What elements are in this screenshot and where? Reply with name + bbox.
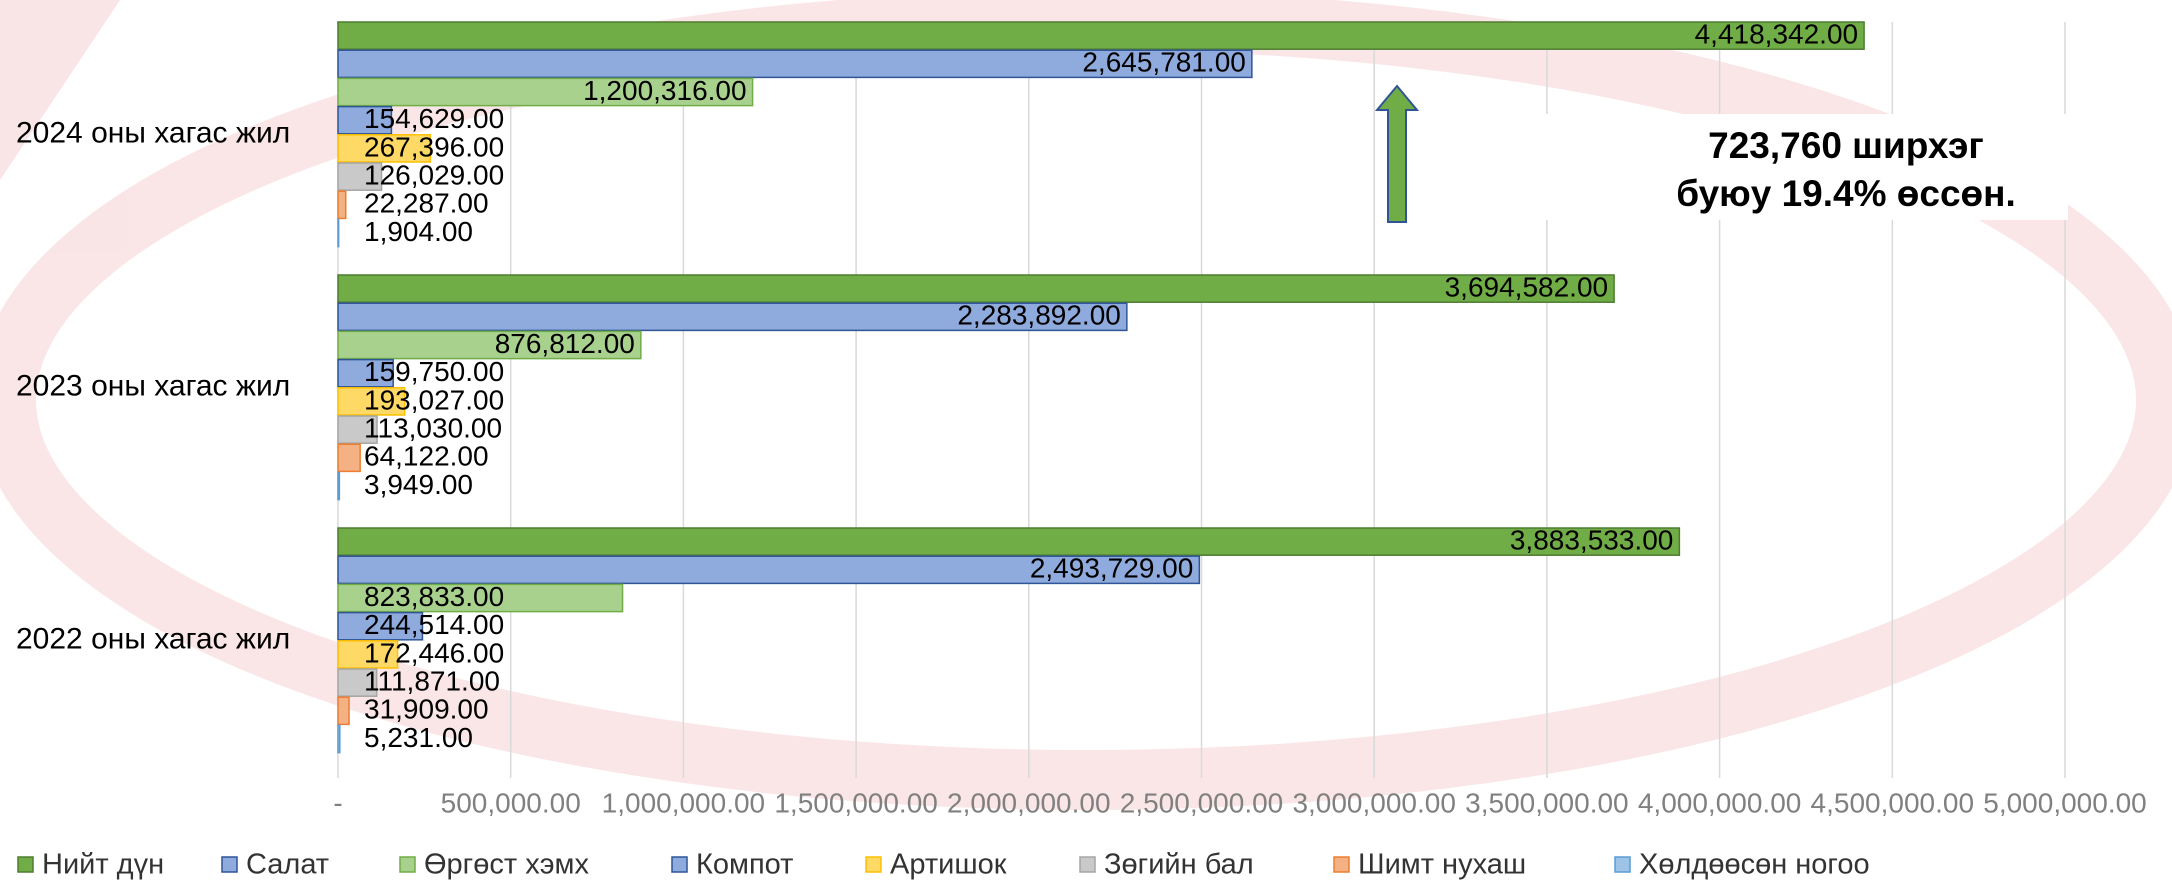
bar [337,471,341,501]
legend-swatch [221,856,238,873]
bar [337,190,347,220]
bar [337,527,1681,556]
x-tick-label: 5,000,000.00 [1983,787,2147,818]
bar [337,330,642,360]
data-label: 3,949.00 [364,469,473,500]
legend-swatch [399,856,416,873]
bar [337,49,1253,79]
bar [337,640,399,669]
bar [337,443,361,473]
data-label: 1,904.00 [364,216,473,247]
legend-swatch [865,856,882,873]
data-label: 2,283,892.00 [957,300,1121,331]
arrow [1374,84,1420,223]
x-tick-label: 1,500,000.00 [774,787,938,818]
x-tick-label: 500,000.00 [441,787,581,818]
bar [337,21,1865,50]
bar [337,583,624,613]
data-label: 159,750.00 [364,356,504,387]
bar [337,77,754,107]
bar [337,668,378,697]
data-label: 113,030.00 [364,412,502,443]
x-tick-label: 4,000,000.00 [1638,787,1802,818]
legend-label: Зөгийн бал [1104,849,1254,880]
legend-label: Өргөст хэмх [424,849,589,880]
data-label: 31,909.00 [364,694,489,725]
data-label: 111,871.00 [364,665,500,696]
data-label: 2,493,729.00 [1030,553,1194,584]
bar [337,105,393,135]
legend-swatch [1079,856,1096,873]
bars: 2024 оны хагас жил 4,418,342.00 2,645,781.… [16,18,1870,880]
bar [337,724,341,754]
legend-swatch [1614,856,1631,873]
data-label: 876,812.00 [495,328,635,359]
y-tick-label: 2024 оны хагас жил [16,117,290,150]
data-label: 126,029.00 [364,159,504,190]
bar [337,555,1201,585]
data-label: 3,694,582.00 [1445,271,1609,302]
bar [337,302,1128,332]
bar [337,415,378,444]
annotation-line: 723,760 ширхэг [1708,125,1984,166]
bar [337,134,432,163]
bar [337,218,340,248]
data-label: 193,027.00 [364,384,504,415]
legend-swatch [1333,856,1350,873]
data-label: 4,418,342.00 [1695,18,1859,49]
data-label: 2,645,781.00 [1082,47,1246,78]
legend-label: Нийт дүн [42,849,164,880]
bar [337,358,394,388]
watermark [0,0,2172,810]
bar [337,387,406,416]
data-label: 267,396.00 [364,131,504,162]
legend-label: Компот [696,849,793,880]
data-label: 22,287.00 [364,188,489,219]
bar [337,611,424,641]
legend-label: Салат [246,849,329,880]
data-label: 244,514.00 [364,609,504,640]
y-tick-label: 2023 оны хагас жил [16,370,290,403]
data-label: 64,122.00 [364,441,489,472]
bar [337,696,350,726]
x-tick-label: 3,500,000.00 [1465,787,1629,818]
x-tick-label: 2,500,000.00 [1120,787,1284,818]
grid: - 500,000.00 1,000,000.00 1,500,000.00 2,000… [333,22,2147,818]
annotation-line: буюу 19.4% өссөн. [1676,173,2016,214]
annotation-box [1536,114,2068,220]
annotation: 723,760 ширхэг буюу 19.4% өссөн. [1374,84,2068,223]
data-label: 154,629.00 [364,103,504,134]
bar [337,162,383,191]
x-tick-label: - [333,787,342,818]
legend-label: Артишок [890,849,1007,880]
data-label: 3,883,533.00 [1510,524,1674,555]
data-label: 823,833.00 [364,581,504,612]
x-tick-label: 1,000,000.00 [602,787,766,818]
bar [337,274,1615,303]
x-tick-label: 4,500,000.00 [1811,787,1975,818]
legend-swatch [17,856,34,873]
data-label: 1,200,316.00 [583,75,747,106]
y-tick-label: 2022 оны хагас жил [16,623,290,656]
x-tick-label: 2,000,000.00 [947,787,1111,818]
legend-label: Шимт нухаш [1358,849,1526,880]
x-tick-label: 3,000,000.00 [1292,787,1456,818]
data-label: 172,446.00 [364,637,504,668]
legend-label: Хөлдөөсөн ногоо [1639,849,1870,880]
legend-swatch [671,856,688,873]
data-label: 5,231.00 [364,722,473,753]
